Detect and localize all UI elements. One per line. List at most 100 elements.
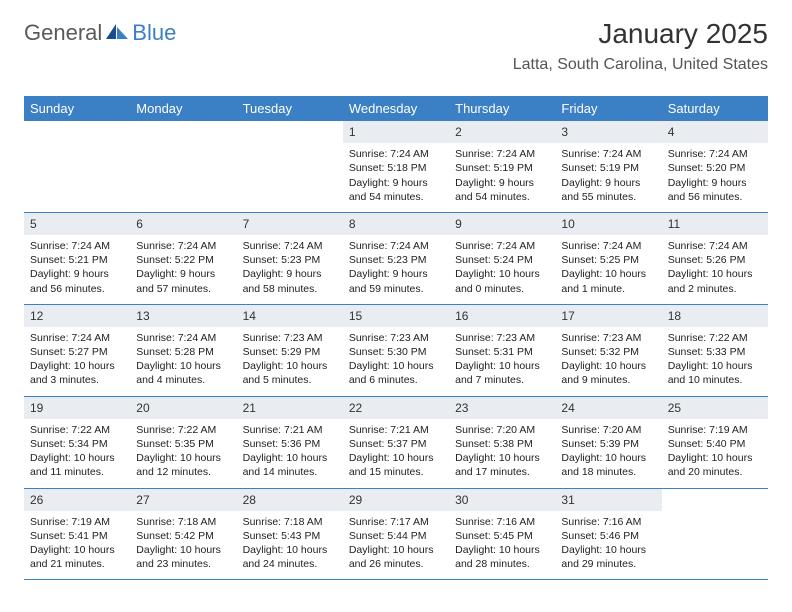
daylight-text: Daylight: 9 hours and 56 minutes. (668, 176, 762, 204)
sunrise-text: Sunrise: 7:18 AM (136, 515, 230, 529)
weekday-header-cell: Friday (555, 96, 661, 121)
daylight-text: Daylight: 10 hours and 2 minutes. (668, 267, 762, 295)
sunrise-text: Sunrise: 7:24 AM (561, 147, 655, 161)
weekday-header-cell: Tuesday (237, 96, 343, 121)
calendar-day-cell: 4 Sunrise: 7:24 AMSunset: 5:20 PMDaylight… (662, 121, 768, 212)
day-number: 7 (237, 213, 343, 235)
sunrise-text: Sunrise: 7:21 AM (243, 423, 337, 437)
sunset-text: Sunset: 5:43 PM (243, 529, 337, 543)
sunset-text: Sunset: 5:28 PM (136, 345, 230, 359)
day-number: 4 (662, 121, 768, 143)
sunrise-text: Sunrise: 7:24 AM (455, 147, 549, 161)
day-number: 28 (237, 489, 343, 511)
daylight-text: Daylight: 10 hours and 7 minutes. (455, 359, 549, 387)
daylight-text: Daylight: 10 hours and 14 minutes. (243, 451, 337, 479)
day-number: 12 (24, 305, 130, 327)
calendar-day-cell: 8Sunrise: 7:24 AMSunset: 5:23 PMDaylight… (343, 213, 449, 304)
day-number: 23 (449, 397, 555, 419)
day-number: 24 (555, 397, 661, 419)
daylight-text: Daylight: 10 hours and 23 minutes. (136, 543, 230, 571)
sunrise-text: Sunrise: 7:24 AM (349, 147, 443, 161)
day-number: 15 (343, 305, 449, 327)
calendar-day-cell: 31Sunrise: 7:16 AMSunset: 5:46 PMDayligh… (555, 489, 661, 580)
sunrise-text: Sunrise: 7:20 AM (455, 423, 549, 437)
day-number: 29 (343, 489, 449, 511)
calendar-day-cell: 25Sunrise: 7:19 AMSunset: 5:40 PMDayligh… (662, 397, 768, 488)
sunset-text: Sunset: 5:34 PM (30, 437, 124, 451)
sunset-text: Sunset: 5:23 PM (243, 253, 337, 267)
calendar-day-cell: 19Sunrise: 7:22 AMSunset: 5:34 PMDayligh… (24, 397, 130, 488)
weekday-header-cell: Monday (130, 96, 236, 121)
calendar-week-row: 19 Sunrise: 7:22 AMSunset: 5:34 PM Dayligh… (24, 397, 768, 489)
sunrise-text: Sunrise: 7:24 AM (668, 147, 762, 161)
logo-sail-icon (106, 22, 128, 45)
weekday-header-row: SundayMondayTuesdayWednesdayThursdayFrid… (24, 96, 768, 121)
sunrise-text: Sunrise: 7:22 AM (30, 423, 124, 437)
sunset-text: Sunset: 5:25 PM (561, 253, 655, 267)
day-number: 6 (130, 213, 236, 235)
calendar-day-cell: 6Sunrise: 7:24 AMSunset: 5:22 PMDaylight… (130, 213, 236, 304)
calendar-day-cell: 13Sunrise: 7:24 AMSunset: 5:28 PMDayligh… (130, 305, 236, 396)
sunset-text: Sunset: 5:41 PM (30, 529, 124, 543)
sunrise-text: Sunrise: 7:22 AM (668, 331, 762, 345)
daylight-text: Daylight: 10 hours and 10 minutes. (668, 359, 762, 387)
sunset-text: Sunset: 5:20 PM (668, 161, 762, 175)
calendar-week-row: 5Sunrise: 7:24 AMSunset: 5:21 PMDaylight… (24, 213, 768, 305)
day-number: 26 (24, 489, 130, 511)
daylight-text: Daylight: 10 hours and 9 minutes. (561, 359, 655, 387)
day-number: 9 (449, 213, 555, 235)
calendar-day-cell: 10Sunrise: 7:24 AMSunset: 5:25 PMDayligh… (555, 213, 661, 304)
day-number: 8 (343, 213, 449, 235)
daylight-text: Daylight: 9 hours and 54 minutes. (455, 176, 549, 204)
sunset-text: Sunset: 5:29 PM (243, 345, 337, 359)
sunset-text: Sunset: 5:39 PM (561, 437, 655, 451)
calendar-day-cell: 29Sunrise: 7:17 AMSunset: 5:44 PMDayligh… (343, 489, 449, 580)
sunrise-text: Sunrise: 7:24 AM (668, 239, 762, 253)
sunrise-text: Sunrise: 7:21 AM (349, 423, 443, 437)
calendar-day-cell: 20Sunrise: 7:22 AMSunset: 5:35 PMDayligh… (130, 397, 236, 488)
sunrise-text: Sunrise: 7:24 AM (136, 239, 230, 253)
daylight-text: Daylight: 9 hours and 56 minutes. (30, 267, 124, 295)
day-number: 13 (130, 305, 236, 327)
calendar-day-cell: 26Sunrise: 7:19 AMSunset: 5:41 PMDayligh… (24, 489, 130, 580)
calendar-day-cell: 14Sunrise: 7:23 AMSunset: 5:29 PMDayligh… (237, 305, 343, 396)
calendar-empty-cell (24, 121, 130, 212)
calendar-day-cell: 15Sunrise: 7:23 AMSunset: 5:30 PMDayligh… (343, 305, 449, 396)
sunset-text: Sunset: 5:18 PM (349, 161, 443, 175)
day-number: 19 (24, 397, 130, 419)
daylight-text: Daylight: 10 hours and 29 minutes. (561, 543, 655, 571)
calendar-day-cell: 27Sunrise: 7:18 AMSunset: 5:42 PMDayligh… (130, 489, 236, 580)
sunrise-text: Sunrise: 7:23 AM (561, 331, 655, 345)
sunset-text: Sunset: 5:38 PM (455, 437, 549, 451)
daylight-text: Daylight: 10 hours and 26 minutes. (349, 543, 443, 571)
day-number: 18 (662, 305, 768, 327)
daylight-text: Daylight: 9 hours and 58 minutes. (243, 267, 337, 295)
day-number: 31 (555, 489, 661, 511)
calendar-empty-cell (130, 121, 236, 212)
daylight-text: Daylight: 9 hours and 59 minutes. (349, 267, 443, 295)
calendar-day-cell: 30Sunrise: 7:16 AMSunset: 5:45 PMDayligh… (449, 489, 555, 580)
daylight-text: Daylight: 9 hours and 55 minutes. (561, 176, 655, 204)
daylight-text: Daylight: 10 hours and 24 minutes. (243, 543, 337, 571)
daylight-text: Daylight: 10 hours and 12 minutes. (136, 451, 230, 479)
sunrise-text: Sunrise: 7:24 AM (349, 239, 443, 253)
sunset-text: Sunset: 5:19 PM (455, 161, 549, 175)
calendar-day-cell: 12Sunrise: 7:24 AMSunset: 5:27 PMDayligh… (24, 305, 130, 396)
sunset-text: Sunset: 5:31 PM (455, 345, 549, 359)
sunrise-text: Sunrise: 7:16 AM (455, 515, 549, 529)
daylight-text: Daylight: 9 hours and 54 minutes. (349, 176, 443, 204)
calendar-empty-cell (237, 121, 343, 212)
calendar-grid: SundayMondayTuesdayWednesdayThursdayFrid… (24, 96, 768, 580)
daylight-text: Daylight: 10 hours and 1 minute. (561, 267, 655, 295)
daylight-text: Daylight: 10 hours and 28 minutes. (455, 543, 549, 571)
location-subtitle: Latta, South Carolina, United States (513, 56, 768, 74)
sunrise-text: Sunrise: 7:24 AM (455, 239, 549, 253)
weekday-header-cell: Wednesday (343, 96, 449, 121)
calendar-week-row: 12Sunrise: 7:24 AMSunset: 5:27 PMDayligh… (24, 305, 768, 397)
sunset-text: Sunset: 5:22 PM (136, 253, 230, 267)
day-number: 5 (24, 213, 130, 235)
sunset-text: Sunset: 5:27 PM (30, 345, 124, 359)
sunrise-text: Sunrise: 7:20 AM (561, 423, 655, 437)
sunrise-text: Sunrise: 7:23 AM (455, 331, 549, 345)
sunset-text: Sunset: 5:37 PM (349, 437, 443, 451)
